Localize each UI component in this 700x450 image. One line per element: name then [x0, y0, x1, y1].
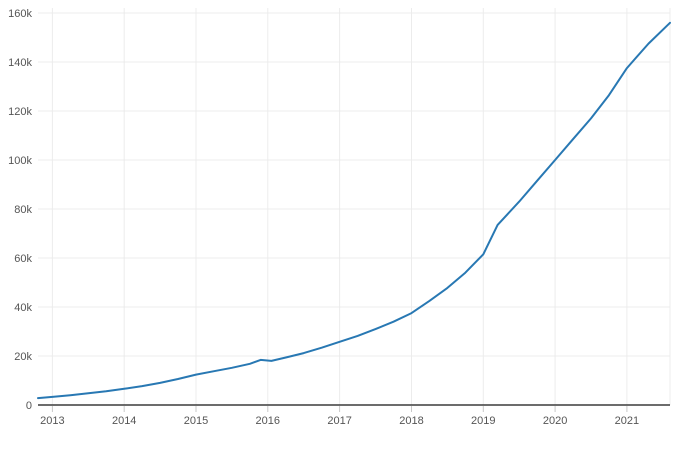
data-series-line: [37, 21, 671, 400]
x-tick-label: 2021: [615, 415, 639, 427]
y-tick-label: 160k: [8, 8, 32, 20]
x-tick-label: 2013: [40, 415, 64, 427]
y-tick-label: 100k: [8, 155, 32, 167]
x-tick-label: 2019: [471, 415, 495, 427]
x-tick-label: 2014: [112, 415, 136, 427]
x-tick-label: 2017: [327, 415, 351, 427]
y-tick-label: 20k: [14, 351, 32, 363]
y-tick-label: 80k: [14, 204, 32, 216]
x-tick-label: 2015: [184, 415, 208, 427]
y-tick-label: 40k: [14, 302, 32, 314]
y-tick-label: 120k: [8, 106, 32, 118]
x-tick-label: 2020: [543, 415, 567, 427]
x-tick-label: 2016: [256, 415, 280, 427]
y-tick-label: 140k: [8, 57, 32, 69]
y-tick-label: 0: [26, 400, 32, 412]
y-tick-label: 60k: [14, 253, 32, 265]
x-tick-label: 2018: [399, 415, 423, 427]
